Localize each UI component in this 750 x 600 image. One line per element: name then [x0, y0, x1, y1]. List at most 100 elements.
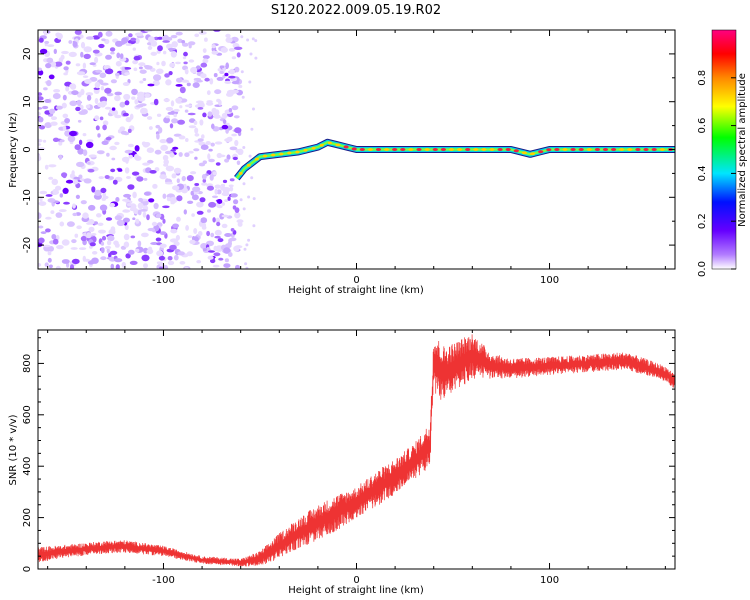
noise-blob: [236, 160, 241, 166]
noise-blob: [167, 256, 173, 261]
noise-blob: [94, 56, 99, 64]
noise-blob: [202, 222, 207, 229]
noise-blob: [42, 105, 49, 110]
noise-blob: [123, 217, 130, 223]
noise-blob: [65, 179, 74, 184]
noise-blob: [147, 116, 153, 120]
noise-blob: [146, 214, 150, 221]
noise-blob: [172, 223, 180, 229]
noise-blob: [162, 193, 167, 199]
spectrogram-y-axis-label: Frequency (Hz): [8, 112, 19, 188]
noise-blob: [132, 60, 139, 65]
noise-blob: [168, 71, 173, 76]
noise-blob: [235, 264, 240, 269]
ridge-peak: [319, 143, 324, 147]
noise-blob: [251, 37, 255, 41]
noise-blob: [107, 235, 115, 242]
noise-blob: [39, 190, 48, 195]
noise-blob: [208, 158, 215, 163]
noise-blob: [232, 156, 238, 161]
noise-blob: [146, 248, 154, 255]
noise-blob: [132, 47, 136, 51]
noise-blob: [38, 116, 44, 123]
noise-blob: [116, 52, 121, 59]
noise-blob: [89, 62, 96, 66]
noise-blob: [244, 262, 248, 266]
noise-blob: [153, 74, 162, 81]
noise-blob: [230, 89, 239, 94]
noise-blob: [122, 82, 130, 86]
noise-blob: [184, 266, 189, 269]
noise-blob: [206, 230, 211, 237]
noise-blob: [178, 152, 183, 157]
snr-panel: -100 0 100 0 200 400 600 800 Height of straight…: [8, 329, 676, 596]
noise-blob: [130, 235, 136, 239]
noise-blob: [233, 199, 239, 205]
noise-blob: [226, 136, 233, 141]
noise-blob: [101, 235, 107, 241]
noise-blob: [230, 228, 235, 232]
noise-blob: [77, 119, 82, 123]
noise-blob: [147, 36, 155, 43]
noise-blob: [202, 58, 209, 64]
noise-blob: [97, 133, 101, 138]
noise-blob: [194, 127, 199, 134]
noise-blob: [158, 127, 163, 134]
noise-blob: [184, 109, 189, 113]
ridge-peak: [359, 148, 365, 151]
noise-blob: [48, 74, 55, 80]
noise-blob: [165, 106, 174, 111]
noise-blob: [201, 173, 207, 180]
noise-blob: [161, 60, 166, 67]
noise-blob: [170, 100, 175, 107]
noise-blob: [102, 192, 106, 198]
noise-blob: [182, 56, 187, 60]
noise-blob: [237, 221, 243, 227]
ridge-peak: [538, 150, 544, 154]
noise-blob: [216, 189, 222, 195]
ridge-peak: [295, 150, 300, 154]
noise-blob: [88, 226, 95, 233]
ridge-peaks: [238, 141, 674, 175]
noise-blob: [209, 78, 214, 85]
noise-blob: [86, 36, 95, 40]
noise-blob: [138, 197, 144, 202]
noise-blob: [241, 95, 245, 99]
noise-blob: [229, 178, 235, 182]
noise-blob: [110, 168, 116, 173]
noise-blob: [221, 124, 229, 130]
y-tick-label: 20: [22, 48, 33, 61]
noise-blob: [64, 118, 70, 124]
noise-blob: [108, 176, 114, 180]
noise-blob: [223, 263, 231, 268]
noise-blob: [247, 238, 251, 242]
noise-blob: [104, 68, 114, 75]
ridge-peak: [529, 152, 536, 156]
noise-blob: [153, 98, 159, 106]
noise-blob: [54, 61, 63, 67]
noise-blob: [96, 213, 102, 218]
noise-blob: [55, 212, 63, 218]
noise-blob: [120, 130, 128, 135]
noise-blob: [240, 70, 244, 74]
noise-blob: [58, 57, 64, 63]
noise-blob: [62, 187, 69, 194]
noise-blob: [170, 34, 178, 39]
noise-blob: [223, 247, 231, 254]
noise-blob: [213, 245, 218, 252]
noise-blob: [124, 167, 130, 174]
noise-blob: [100, 256, 107, 261]
noise-blob: [199, 119, 204, 126]
noise-blob: [252, 197, 256, 201]
x-tick-label: -100: [152, 575, 175, 586]
noise-blob: [165, 181, 173, 185]
noise-blob: [172, 185, 180, 191]
ridge-peak: [627, 148, 633, 151]
colorbar-ticks: 0.0 0.2 0.4 0.6 0.8: [697, 70, 736, 277]
noise-blob: [231, 81, 240, 85]
ridge-peak: [440, 148, 446, 151]
noise-blob: [59, 221, 65, 227]
noise-blob: [189, 239, 196, 245]
noise-blob: [85, 104, 91, 109]
noise-blob: [100, 187, 107, 194]
